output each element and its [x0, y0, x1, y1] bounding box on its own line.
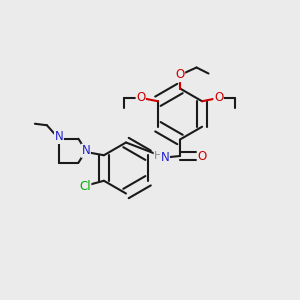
Text: O: O	[214, 91, 223, 104]
Text: N: N	[55, 130, 63, 143]
Text: N: N	[160, 151, 169, 164]
Text: O: O	[197, 149, 206, 163]
Text: H: H	[154, 151, 163, 161]
Text: Cl: Cl	[79, 180, 91, 193]
Text: O: O	[176, 68, 184, 82]
Text: N: N	[82, 144, 90, 157]
Text: O: O	[136, 91, 146, 104]
